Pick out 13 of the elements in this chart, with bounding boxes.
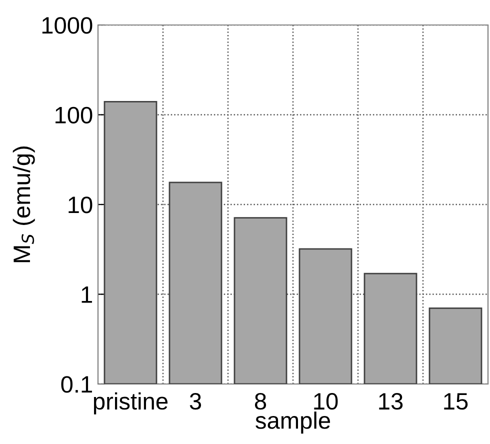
y-tick-label: 100 [56,106,92,124]
y-tick-label: 10 [68,196,92,214]
y-tick-label: 1000 [42,17,92,34]
y-tick-label: 1 [82,286,92,303]
x-tick-label: 10 [314,392,338,410]
y-axis-title: M$_{S}$ (emu/g) [12,146,35,262]
x-tick-label: 3 [190,392,202,410]
y-tick-label: 0.1 [61,376,92,393]
x-tick-label: 8 [254,392,266,410]
x-tick-label: 15 [444,393,468,410]
x-axis-title: sample [256,412,330,434]
x-tick-label: 13 [379,392,403,410]
x-tick-label: pristine [94,392,168,414]
